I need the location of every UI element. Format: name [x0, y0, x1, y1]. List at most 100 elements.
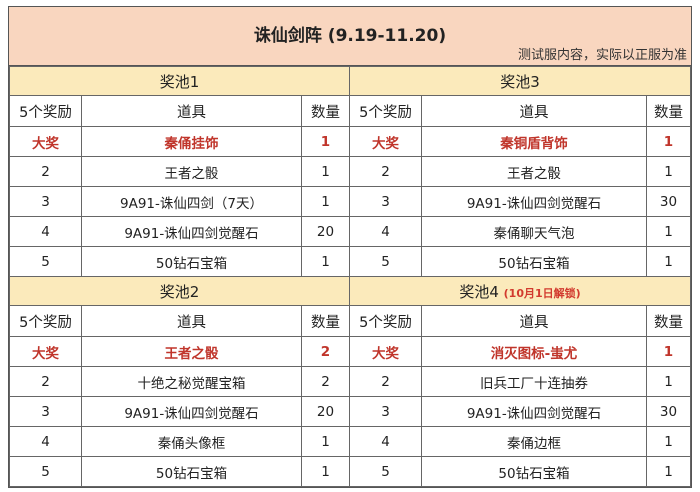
reward-table: 诛仙剑阵 (9.19-11.20) 测试服内容，实际以正服为准 奖池1 奖池3 5个…	[8, 6, 692, 488]
table-row: 大奖 秦俑挂饰 1 大奖 秦铜盾背饰 1	[9, 126, 691, 157]
column-header-rank: 5个奖励	[9, 305, 82, 337]
cell-item: 9A91-诛仙四剑（7天）	[81, 186, 302, 217]
column-header-item: 道具	[421, 305, 647, 337]
column-header-qty: 数量	[646, 95, 691, 127]
column-header-rank: 5个奖励	[349, 305, 422, 337]
column-header-qty: 数量	[301, 95, 350, 127]
table-row: 3 9A91-诛仙四剑（7天） 1 3 9A91-诛仙四剑觉醒石 30	[9, 186, 691, 217]
table-row: 4 秦俑头像框 1 4 秦俑边框 1	[9, 426, 691, 457]
cell-rank: 3	[9, 396, 82, 427]
cell-item: 9A91-诛仙四剑觉醒石	[421, 396, 647, 427]
column-header-item: 道具	[421, 95, 647, 127]
cell-qty: 1	[301, 246, 350, 277]
table-row: 大奖 王者之骰 2 大奖 消灭图标-蚩尤 1	[9, 336, 691, 367]
page-title: 诛仙剑阵 (9.19-11.20)	[253, 26, 447, 46]
cell-qty: 1	[301, 426, 350, 457]
title-row: 诛仙剑阵 (9.19-11.20) 测试服内容，实际以正服为准	[9, 7, 691, 66]
cell-item: 秦俑挂饰	[81, 126, 302, 157]
pool-header-row: 奖池1 奖池3	[9, 66, 691, 96]
table-row: 4 9A91-诛仙四剑觉醒石 20 4 秦俑聊天气泡 1	[9, 216, 691, 247]
cell-rank: 4	[9, 216, 82, 247]
cell-qty: 20	[301, 396, 350, 427]
pool-name: 奖池2	[159, 282, 200, 301]
cell-item: 9A91-诛仙四剑觉醒石	[81, 216, 302, 247]
cell-qty: 1	[646, 426, 691, 457]
cell-qty: 1	[301, 186, 350, 217]
table-row: 5 50钻石宝箱 1 5 50钻石宝箱 1	[9, 456, 691, 487]
cell-rank: 4	[349, 426, 422, 457]
cell-qty: 1	[646, 456, 691, 487]
cell-rank: 4	[9, 426, 82, 457]
cell-item: 50钻石宝箱	[421, 456, 647, 487]
cell-item: 秦俑边框	[421, 426, 647, 457]
column-header-rank: 5个奖励	[9, 95, 82, 127]
cell-rank: 2	[9, 156, 82, 187]
column-header-row: 5个奖励 道具 数量 5个奖励 道具 数量	[9, 305, 691, 337]
pools-table: 奖池1 奖池3 5个奖励 道具 数量 5个奖励 道具 数量 大奖 秦俑挂饰 1 大奖 秦铜盾背饰 1 2 王者…	[9, 66, 691, 487]
cell-item: 王者之骰	[81, 156, 302, 187]
cell-rank: 2	[349, 156, 422, 187]
cell-rank: 5	[9, 456, 82, 487]
cell-item: 50钻石宝箱	[81, 456, 302, 487]
cell-qty: 1	[646, 246, 691, 277]
cell-item: 秦俑聊天气泡	[421, 216, 647, 247]
cell-rank: 大奖	[9, 126, 82, 157]
unlock-note: (10月1日解锁)	[503, 286, 581, 300]
cell-item: 旧兵工厂十连抽券	[421, 366, 647, 397]
cell-item: 9A91-诛仙四剑觉醒石	[81, 396, 302, 427]
cell-qty: 30	[646, 186, 691, 217]
table-row: 5 50钻石宝箱 1 5 50钻石宝箱 1	[9, 246, 691, 277]
cell-item: 50钻石宝箱	[421, 246, 647, 277]
table-row: 2 十绝之秘觉醒宝箱 2 2 旧兵工厂十连抽券 1	[9, 366, 691, 397]
pool-header: 奖池3	[349, 66, 691, 96]
column-header-row: 5个奖励 道具 数量 5个奖励 道具 数量	[9, 95, 691, 127]
cell-qty: 1	[646, 336, 691, 367]
pool-name: 奖池3	[500, 72, 540, 91]
cell-rank: 3	[349, 186, 422, 217]
pool-name: 奖池4	[459, 282, 499, 301]
cell-item: 50钻石宝箱	[81, 246, 302, 277]
cell-qty: 2	[301, 366, 350, 397]
cell-rank: 2	[9, 366, 82, 397]
cell-qty: 2	[301, 336, 350, 367]
test-server-note: 测试服内容，实际以正服为准	[517, 48, 687, 63]
table-row: 2 王者之骰 1 2 王者之骰 1	[9, 156, 691, 187]
cell-qty: 1	[646, 366, 691, 397]
column-header-item: 道具	[81, 305, 302, 337]
cell-item: 王者之骰	[421, 156, 647, 187]
cell-qty: 1	[301, 126, 350, 157]
cell-item: 9A91-诛仙四剑觉醒石	[421, 186, 647, 217]
cell-rank: 大奖	[9, 336, 82, 367]
cell-qty: 30	[646, 396, 691, 427]
column-header-rank: 5个奖励	[349, 95, 422, 127]
table-row: 3 9A91-诛仙四剑觉醒石 20 3 9A91-诛仙四剑觉醒石 30	[9, 396, 691, 427]
cell-rank: 3	[349, 396, 422, 427]
cell-qty: 1	[646, 126, 691, 157]
cell-rank: 5	[9, 246, 82, 277]
cell-rank: 3	[9, 186, 82, 217]
cell-item: 十绝之秘觉醒宝箱	[81, 366, 302, 397]
pool-header: 奖池2	[9, 276, 350, 306]
pool-name: 奖池1	[159, 72, 200, 91]
cell-item: 秦铜盾背饰	[421, 126, 647, 157]
column-header-qty: 数量	[646, 305, 691, 337]
cell-item: 秦俑头像框	[81, 426, 302, 457]
pool-header-row: 奖池2 奖池4 (10月1日解锁)	[9, 276, 691, 306]
cell-rank: 4	[349, 216, 422, 247]
cell-item: 消灭图标-蚩尤	[421, 336, 647, 367]
cell-qty: 1	[646, 216, 691, 247]
cell-qty: 1	[301, 456, 350, 487]
column-header-item: 道具	[81, 95, 302, 127]
column-header-qty: 数量	[301, 305, 350, 337]
cell-rank: 5	[349, 246, 422, 277]
cell-qty: 20	[301, 216, 350, 247]
cell-rank: 2	[349, 366, 422, 397]
cell-item: 王者之骰	[81, 336, 302, 367]
pool-header: 奖池1	[9, 66, 350, 96]
cell-qty: 1	[301, 156, 350, 187]
cell-rank: 5	[349, 456, 422, 487]
cell-rank: 大奖	[349, 336, 422, 367]
cell-rank: 大奖	[349, 126, 422, 157]
pool-header: 奖池4 (10月1日解锁)	[349, 276, 691, 306]
cell-qty: 1	[646, 156, 691, 187]
